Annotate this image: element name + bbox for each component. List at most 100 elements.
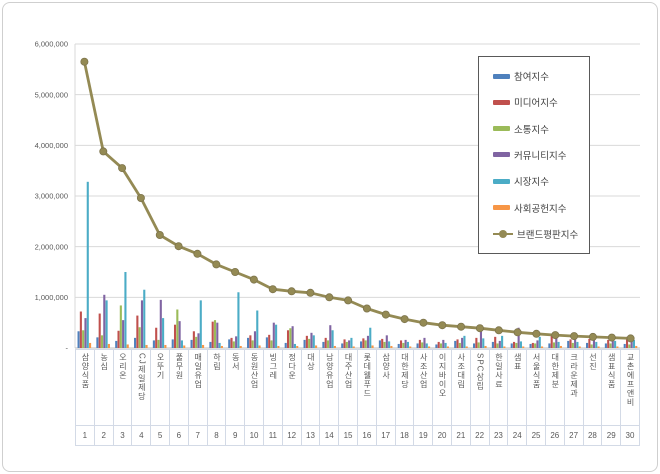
- bar: [103, 294, 106, 348]
- bar: [247, 337, 250, 348]
- bar: [362, 338, 365, 348]
- rank-label: 10: [244, 426, 263, 445]
- bar: [541, 346, 544, 348]
- y-axis-tick-label: 5,000,000: [35, 90, 68, 99]
- bar: [550, 334, 553, 348]
- category-label: 오뚜기: [156, 353, 166, 380]
- rank-label: 22: [469, 426, 489, 445]
- bar: [494, 336, 497, 348]
- bar: [366, 335, 370, 348]
- line-marker: [174, 242, 183, 251]
- rank-label: 9: [225, 426, 244, 445]
- line-marker: [400, 315, 409, 324]
- bar: [536, 340, 539, 348]
- y-axis-tick-label: 6,000,000: [35, 40, 68, 49]
- bar: [381, 338, 384, 348]
- bar: [152, 340, 155, 348]
- legend-label: 브랜드평판지수: [517, 229, 579, 241]
- rank-label: 30: [620, 426, 640, 445]
- rank-label: 1: [75, 426, 94, 445]
- legend-swatch-icon: [493, 178, 510, 184]
- category-label-cell: 샘표식품: [601, 350, 620, 425]
- category-label-cell: SPC삼립: [469, 350, 489, 425]
- bar: [385, 335, 388, 348]
- category-label-cell: 동서: [225, 350, 244, 425]
- bar: [435, 344, 438, 348]
- bar: [456, 339, 459, 348]
- legend-swatch-icon: [493, 205, 510, 211]
- category-label: 사조대림: [456, 353, 466, 389]
- bar: [341, 343, 344, 348]
- category-label: 샘표식품: [607, 353, 617, 389]
- legend-item-참여지수: 참여지수: [493, 69, 589, 83]
- bar: [461, 337, 464, 348]
- category-label-cell: 오리온: [112, 350, 132, 425]
- bar: [383, 341, 386, 348]
- bar: [253, 331, 257, 348]
- bar: [326, 340, 330, 348]
- bar: [272, 322, 275, 348]
- bar: [592, 335, 596, 348]
- bar: [423, 337, 426, 348]
- bar: [119, 305, 122, 348]
- line-marker: [570, 332, 579, 341]
- bar: [473, 343, 476, 348]
- category-label: 매일유업: [193, 353, 203, 389]
- reputation-line-markers: [80, 57, 635, 343]
- bar: [84, 318, 87, 348]
- legend-item-소통지수: 소통지수: [493, 122, 589, 136]
- bar: [197, 333, 200, 348]
- bar: [209, 341, 212, 348]
- line-marker: [268, 285, 277, 294]
- rank-label: 11: [262, 426, 282, 445]
- rank-label: 2: [93, 426, 113, 445]
- y-axis-tick-label: 1,000,000: [35, 293, 68, 302]
- category-label: 선진: [588, 353, 598, 371]
- y-axis-tick-label: -: [66, 344, 69, 353]
- bar: [531, 342, 534, 348]
- bar: [322, 341, 325, 348]
- rank-label: 13: [300, 426, 320, 445]
- bar: [571, 342, 574, 348]
- bar: [559, 345, 562, 348]
- line-marker: [344, 296, 353, 305]
- category-label-cell: 서울식품: [526, 350, 545, 425]
- bar: [235, 336, 238, 348]
- legend-label: 미디어지수: [514, 98, 558, 110]
- bar: [586, 342, 589, 348]
- legend-item-브랜드평판지수: 브랜드평판지수: [493, 227, 589, 241]
- bar: [390, 345, 393, 348]
- bar: [352, 346, 355, 348]
- bar: [479, 328, 483, 348]
- bar: [576, 341, 579, 348]
- bar: [369, 327, 372, 348]
- bar: [96, 337, 99, 348]
- category-label-cell: 빙그레: [262, 350, 282, 425]
- category-label-cell: 정다운: [281, 350, 301, 425]
- bar: [475, 337, 478, 348]
- bar: [409, 346, 412, 348]
- bar: [140, 300, 144, 348]
- category-label-cell: 동원산업: [244, 350, 263, 425]
- line-marker: [475, 324, 484, 333]
- bar: [635, 345, 638, 348]
- bar: [176, 309, 179, 348]
- bar: [404, 339, 407, 348]
- bar: [173, 324, 177, 348]
- bar: [595, 341, 598, 348]
- legend-swatch-icon: [493, 126, 510, 132]
- bar: [503, 346, 506, 348]
- bar: [510, 343, 513, 348]
- bar: [578, 346, 581, 348]
- category-label-cell: 선진: [582, 350, 602, 425]
- bar: [371, 345, 374, 348]
- category-label: 대상: [306, 353, 316, 371]
- y-axis-tick-label: 3,000,000: [35, 192, 68, 201]
- bar: [588, 338, 591, 348]
- bar-series-커뮤니티지수: [84, 294, 633, 348]
- rank-label: 16: [356, 426, 376, 445]
- category-label: 하림: [212, 353, 222, 371]
- bar: [122, 320, 125, 348]
- rank-label: 27: [563, 426, 583, 445]
- bar: [138, 327, 141, 348]
